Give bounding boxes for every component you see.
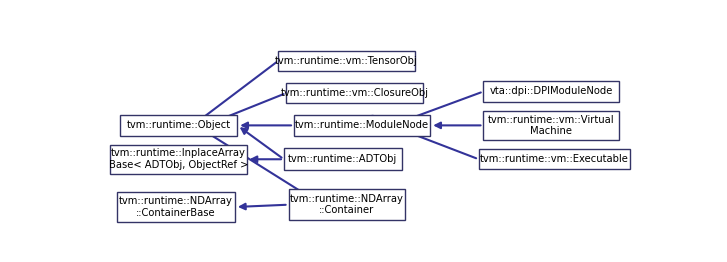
Text: tvm::runtime::InplaceArray
Base< ADTObj, ObjectRef >: tvm::runtime::InplaceArray Base< ADTObj,…	[109, 149, 248, 170]
FancyBboxPatch shape	[284, 149, 401, 170]
Text: tvm::runtime::vm::TensorObj: tvm::runtime::vm::TensorObj	[276, 56, 418, 66]
FancyBboxPatch shape	[289, 189, 405, 220]
FancyBboxPatch shape	[483, 111, 619, 140]
Text: tvm::runtime::ModuleNode: tvm::runtime::ModuleNode	[295, 120, 429, 130]
FancyBboxPatch shape	[119, 114, 237, 136]
FancyBboxPatch shape	[479, 149, 630, 169]
Text: tvm::runtime::Object: tvm::runtime::Object	[126, 120, 230, 130]
FancyBboxPatch shape	[483, 81, 619, 101]
FancyBboxPatch shape	[294, 114, 430, 136]
FancyBboxPatch shape	[117, 192, 235, 222]
Text: tvm::runtime::NDArray
::ContainerBase: tvm::runtime::NDArray ::ContainerBase	[119, 196, 233, 218]
Text: tvm::runtime::vm::Executable: tvm::runtime::vm::Executable	[480, 154, 629, 164]
FancyBboxPatch shape	[111, 145, 246, 174]
Text: tvm::runtime::ADTObj: tvm::runtime::ADTObj	[288, 154, 398, 164]
Text: vta::dpi::DPIModuleNode: vta::dpi::DPIModuleNode	[489, 86, 613, 96]
Text: tvm::runtime::vm::Virtual
Machine: tvm::runtime::vm::Virtual Machine	[488, 114, 614, 136]
FancyBboxPatch shape	[278, 51, 415, 71]
Text: tvm::runtime::NDArray
::Container: tvm::runtime::NDArray ::Container	[289, 194, 403, 215]
Text: tvm::runtime::vm::ClosureObj: tvm::runtime::vm::ClosureObj	[281, 88, 428, 98]
FancyBboxPatch shape	[286, 83, 422, 103]
